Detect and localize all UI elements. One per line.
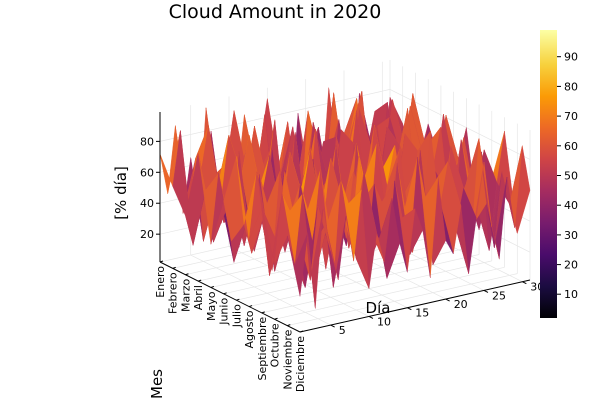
month-tick: [299, 330, 304, 333]
floor-grid-line: [190, 254, 331, 326]
day-tick-label: 10: [377, 315, 391, 328]
surface-facet: [287, 232, 308, 297]
colorbar-gradient: [540, 30, 557, 318]
month-tick-label: Junio: [218, 298, 231, 326]
month-tick-label: Enero: [154, 266, 167, 298]
month-tick: [236, 298, 240, 301]
month-tick-label: Mayo: [205, 291, 218, 321]
floor-grid-line: [274, 266, 505, 320]
day-tick: [445, 298, 450, 302]
z-tick-label: 20: [140, 228, 154, 241]
colorbar-tick-label: 60: [564, 140, 578, 153]
colorbar-tick-label: 50: [564, 170, 578, 183]
wall-grid-line: [159, 89, 391, 142]
colorbar-tick-label: 10: [564, 288, 578, 301]
month-tick-label: Noviembre: [281, 329, 294, 389]
surface-plot: [159, 87, 531, 309]
month-tick: [287, 324, 291, 327]
month-axis-line: [159, 261, 301, 333]
z-tick-label: 40: [140, 197, 154, 210]
month-tick: [223, 292, 227, 295]
colorbar: 10 20 30 40 50 60 70 80 90: [540, 30, 578, 318]
month-tick: [172, 266, 176, 269]
month-tick-label: Marzo: [180, 278, 193, 312]
day-tick-label: 25: [492, 289, 506, 302]
month-tick: [159, 260, 164, 263]
month-tick: [261, 311, 265, 314]
day-tick: [522, 281, 527, 285]
x-axis-label: Mes: [148, 369, 166, 399]
month-tick-label: Diciembre: [294, 336, 307, 392]
month-tick: [274, 317, 278, 320]
colorbar-tick-label: 30: [564, 229, 578, 242]
plot-axes: Enero Febrero Marzo Abril Mayo Junio Julio Agos…: [140, 112, 544, 392]
z-tick-label: 60: [140, 166, 154, 179]
day-tick: [483, 289, 489, 293]
month-tick: [198, 279, 202, 282]
z-tick-label: 80: [140, 135, 154, 148]
day-tick-label: 20: [454, 298, 468, 311]
colorbar-tick-label: 20: [564, 259, 578, 272]
colorbar-tick-label: 70: [564, 110, 578, 123]
day-tick: [407, 307, 412, 311]
month-tick: [210, 285, 215, 288]
y-axis-label: Día: [366, 299, 391, 317]
day-tick-label: 5: [339, 324, 346, 337]
month-tick-label: Abril: [192, 285, 205, 310]
colorbar-tick-label: 90: [564, 51, 578, 64]
floor-grid-line: [261, 260, 492, 314]
z-axis-label: [% día]: [112, 166, 130, 220]
chart-title: Cloud Amount in 2020: [169, 1, 382, 23]
day-tick: [368, 315, 374, 319]
month-tick-label: Febrero: [167, 272, 180, 314]
month-tick: [248, 305, 253, 308]
day-tick-label: 15: [415, 307, 429, 320]
colorbar-tick-label: 80: [564, 80, 578, 93]
month-tick-label: Septiembre: [256, 317, 269, 381]
day-axis-line: [299, 279, 531, 333]
month-tick: [185, 273, 189, 276]
day-tick: [330, 324, 335, 328]
month-tick-label: Julio: [230, 304, 243, 328]
month-tick-label: Octubre: [269, 323, 282, 367]
month-tick-label: Agosto: [243, 310, 256, 348]
colorbar-tick-label: 40: [564, 199, 578, 212]
floor-grid-line: [287, 273, 518, 326]
floor-grid-line: [249, 254, 480, 307]
